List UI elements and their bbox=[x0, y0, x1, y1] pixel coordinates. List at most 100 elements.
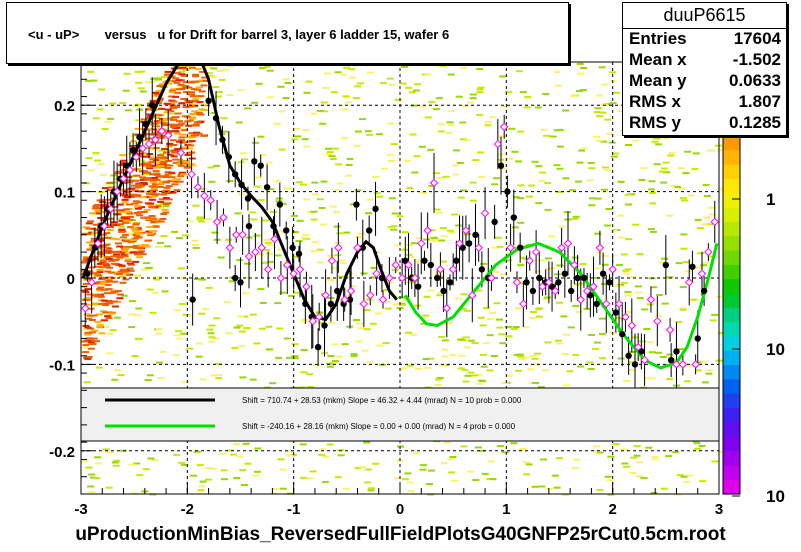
density-cell bbox=[441, 63, 449, 66]
density-cell bbox=[126, 273, 134, 276]
density-cell bbox=[151, 194, 159, 197]
density-cell bbox=[96, 252, 104, 254]
density-cell bbox=[683, 480, 691, 483]
density-cell bbox=[94, 456, 102, 459]
density-cell bbox=[89, 212, 97, 215]
density-cell bbox=[345, 272, 353, 275]
density-cell bbox=[168, 176, 176, 179]
density-cell bbox=[478, 449, 486, 452]
density-cell bbox=[96, 287, 104, 290]
density-cell bbox=[121, 270, 129, 273]
data-point bbox=[129, 146, 137, 154]
data-point bbox=[497, 162, 505, 169]
density-cell bbox=[311, 181, 319, 184]
density-cell bbox=[136, 232, 144, 235]
density-cell bbox=[592, 450, 600, 453]
density-cell bbox=[85, 356, 93, 358]
density-cell bbox=[104, 283, 112, 286]
density-cell bbox=[572, 304, 580, 307]
density-cell bbox=[92, 152, 100, 155]
data-point-open bbox=[691, 360, 700, 369]
density-cell bbox=[96, 323, 104, 326]
density-cell bbox=[199, 70, 207, 73]
data-point bbox=[548, 283, 556, 290]
density-cell bbox=[666, 214, 674, 217]
density-cell bbox=[192, 98, 200, 101]
density-cell bbox=[172, 152, 180, 155]
density-cell bbox=[538, 259, 546, 262]
density-cell bbox=[367, 487, 375, 490]
density-cell bbox=[174, 148, 182, 150]
density-cell bbox=[149, 311, 157, 314]
density-cell bbox=[212, 337, 220, 340]
density-cell bbox=[648, 377, 656, 380]
density-cell bbox=[90, 240, 98, 243]
density-cell bbox=[111, 259, 119, 262]
density-cell bbox=[88, 473, 96, 476]
density-cell bbox=[636, 297, 644, 300]
density-cell bbox=[151, 459, 159, 461]
density-cell bbox=[97, 286, 105, 289]
stats-rms-y-value: 0.1285 bbox=[729, 113, 781, 132]
density-cell bbox=[643, 328, 651, 330]
density-cell bbox=[215, 362, 223, 365]
color-scale-band bbox=[723, 293, 740, 309]
density-cell bbox=[447, 123, 455, 126]
density-cell bbox=[135, 338, 143, 341]
density-cell bbox=[181, 129, 189, 132]
density-cell bbox=[434, 378, 442, 381]
density-cell bbox=[250, 218, 258, 221]
density-cell bbox=[175, 79, 183, 82]
density-cell bbox=[302, 234, 310, 236]
density-cell bbox=[98, 246, 106, 249]
data-point bbox=[334, 287, 341, 295]
density-cell bbox=[289, 454, 297, 457]
density-cell bbox=[98, 303, 106, 305]
fit-legend-box bbox=[80, 387, 720, 442]
density-cell bbox=[571, 256, 579, 259]
density-cell bbox=[331, 267, 339, 270]
density-cell bbox=[104, 288, 112, 291]
density-cell bbox=[532, 381, 539, 384]
density-cell bbox=[105, 279, 113, 282]
density-cell bbox=[134, 314, 141, 317]
density-cell bbox=[340, 73, 348, 76]
data-point bbox=[91, 244, 99, 251]
density-cell bbox=[82, 351, 90, 354]
density-cell bbox=[173, 180, 180, 183]
density-cell bbox=[471, 342, 479, 345]
density-cell bbox=[556, 264, 564, 267]
density-cell bbox=[145, 166, 153, 169]
density-cell bbox=[179, 303, 186, 305]
density-cell bbox=[413, 155, 421, 158]
density-cell bbox=[171, 116, 178, 119]
density-cell bbox=[641, 308, 649, 311]
density-cell bbox=[639, 340, 646, 343]
data-point bbox=[434, 274, 441, 282]
density-cell bbox=[150, 221, 158, 224]
density-cell bbox=[427, 148, 435, 151]
data-point-open bbox=[391, 260, 400, 270]
density-cell bbox=[524, 96, 532, 99]
density-cell bbox=[418, 145, 426, 148]
density-cell bbox=[204, 218, 212, 221]
density-cell bbox=[543, 296, 551, 299]
density-cell bbox=[201, 109, 208, 112]
density-cell bbox=[90, 79, 98, 82]
density-cell bbox=[139, 176, 147, 179]
data-point-open bbox=[429, 178, 439, 188]
density-cell bbox=[88, 491, 96, 494]
density-cell bbox=[153, 173, 161, 176]
density-cell bbox=[130, 227, 138, 230]
density-cell bbox=[86, 270, 94, 273]
density-cell bbox=[176, 88, 184, 91]
density-cell bbox=[593, 276, 601, 279]
density-cell bbox=[711, 313, 719, 316]
density-cell bbox=[609, 102, 617, 105]
density-cell bbox=[295, 240, 303, 242]
density-cell bbox=[391, 268, 399, 271]
density-cell bbox=[140, 211, 148, 213]
density-cell bbox=[195, 355, 203, 358]
data-point-open bbox=[289, 269, 298, 278]
density-cell bbox=[196, 218, 204, 221]
